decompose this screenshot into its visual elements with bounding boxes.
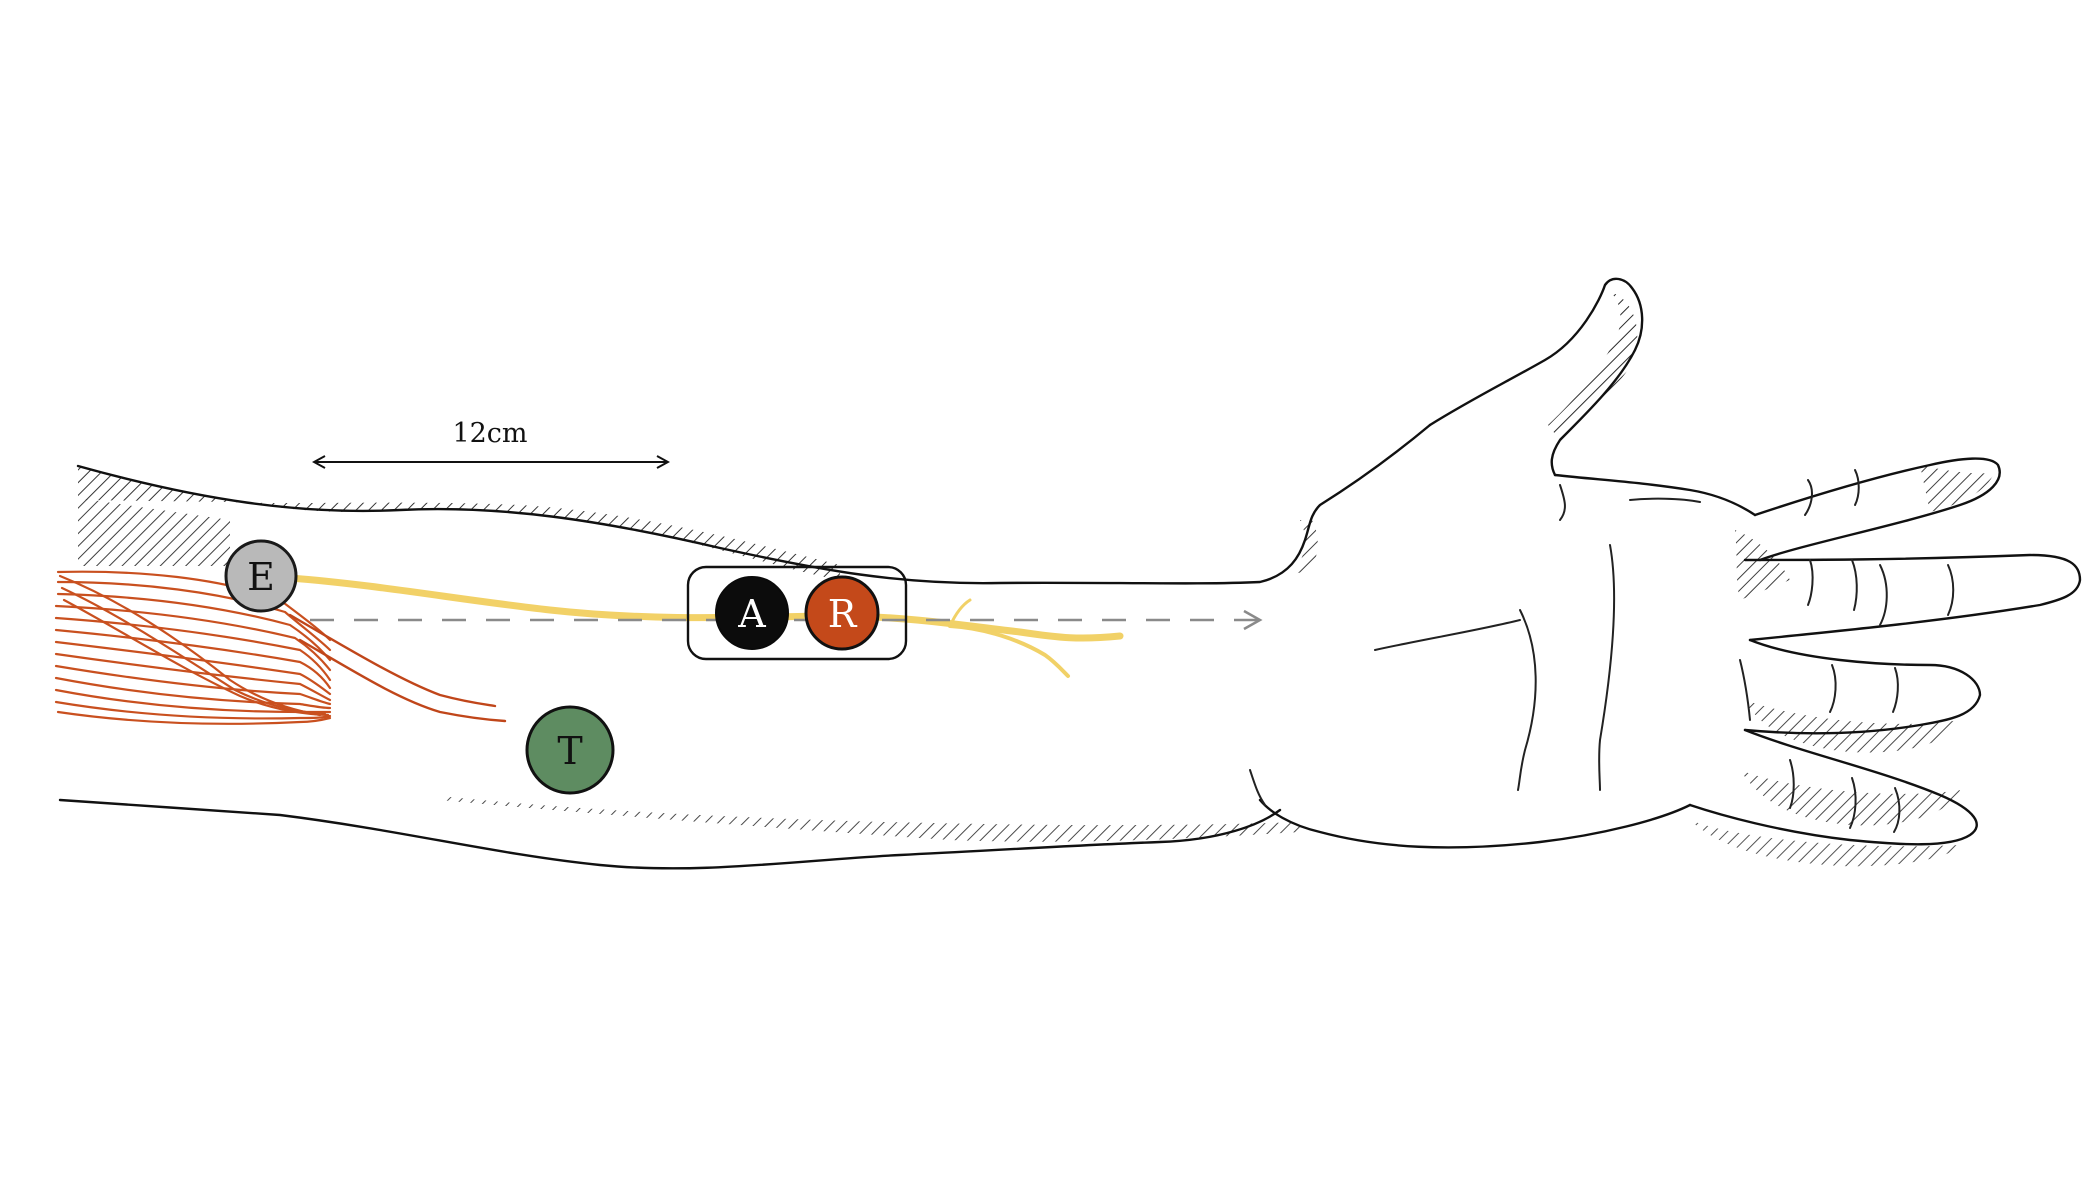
hand-details [1249,469,1955,833]
stimulator-electrode: T [525,705,615,795]
nerve [286,574,1124,678]
reference-electrode: R [804,575,880,651]
muscle-tendon [288,613,507,723]
scale-bar-label: 12cm [452,418,527,449]
arm-outline [58,277,2082,870]
reference-electrode-label: R [828,592,858,636]
arm-shading [78,292,1995,867]
ground-electrode: E [224,539,298,613]
muscle-belly [54,570,332,725]
stimulator-electrode-label: T [557,729,582,773]
recording-electrode-housing [686,565,908,661]
ground-electrode-label: E [247,555,275,599]
scale-bar: 12cm [314,418,668,462]
active-electrode-label: A [737,592,766,636]
active-electrode: A [715,576,789,650]
